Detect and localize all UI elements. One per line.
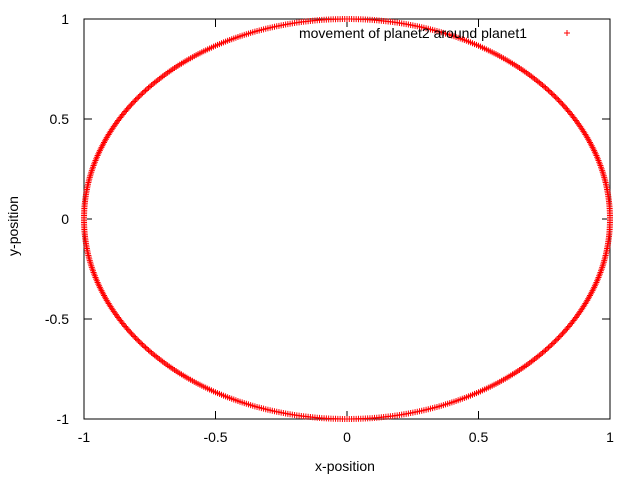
data-point	[133, 336, 140, 343]
data-point	[552, 337, 559, 344]
data-point	[562, 104, 569, 111]
x-tick-label: 0	[343, 429, 351, 445]
data-point	[555, 334, 562, 341]
data-point	[549, 340, 556, 347]
data-point	[555, 97, 562, 104]
data-point	[552, 94, 559, 101]
data-point	[128, 101, 135, 108]
series-points	[81, 16, 613, 422]
data-point	[559, 330, 566, 337]
data-point	[548, 341, 555, 348]
data-point	[122, 323, 129, 330]
data-point	[554, 336, 561, 343]
data-point	[139, 90, 146, 97]
data-point	[556, 98, 563, 105]
data-point	[132, 334, 139, 341]
data-point	[133, 95, 140, 102]
data-point	[560, 329, 567, 336]
data-point	[559, 101, 566, 108]
data-point	[558, 99, 565, 106]
data-point	[138, 91, 145, 98]
data-point	[562, 327, 569, 334]
data-point	[546, 343, 553, 350]
y-tick-label: -0.5	[45, 311, 69, 327]
legend-label: movement of planet2 around planet1	[299, 25, 527, 41]
data-point	[136, 92, 143, 99]
data-point	[142, 87, 149, 94]
y-tick-label: -1	[57, 411, 70, 427]
data-point	[136, 339, 143, 346]
data-point	[543, 86, 550, 93]
data-point	[546, 88, 553, 95]
data-point	[551, 92, 558, 99]
data-point	[128, 330, 135, 337]
y-axis-label: y-position	[5, 196, 21, 256]
data-point	[141, 88, 148, 95]
data-point	[129, 332, 136, 339]
data-point	[141, 343, 148, 350]
data-point	[144, 86, 151, 93]
data-point	[144, 345, 151, 352]
data-point	[564, 107, 571, 114]
data-point	[563, 105, 570, 112]
x-tick-label: -0.5	[203, 429, 227, 445]
data-point	[542, 347, 549, 354]
data-point	[145, 84, 152, 91]
data-point	[543, 345, 550, 352]
data-point	[138, 340, 145, 347]
data-point	[558, 332, 565, 339]
data-point	[606, 217, 613, 224]
y-axis-ticks: -1 -0.5 0 0.5 1	[45, 11, 610, 427]
data-point	[548, 90, 555, 97]
data-point	[123, 324, 130, 331]
data-point	[551, 339, 558, 346]
data-point	[565, 108, 572, 115]
data-point	[124, 326, 131, 333]
x-tick-label: -1	[78, 429, 91, 445]
data-point	[139, 341, 146, 348]
data-point	[129, 99, 136, 106]
y-tick-label: 1	[61, 11, 69, 27]
x-axis-ticks: -1 -0.5 0 0.5 1	[78, 19, 614, 445]
data-point	[560, 102, 567, 109]
data-point	[135, 337, 142, 344]
data-point	[125, 327, 132, 334]
data-point	[554, 95, 561, 102]
data-point	[142, 344, 149, 351]
data-point	[545, 344, 552, 351]
data-point	[545, 87, 552, 94]
data-point	[132, 97, 139, 104]
data-point	[127, 329, 134, 336]
legend-marker	[564, 30, 570, 36]
y-tick-label: 0	[61, 211, 69, 227]
data-point	[135, 94, 142, 101]
x-tick-label: 1	[606, 429, 614, 445]
data-point	[127, 102, 134, 109]
x-axis-label: x-position	[315, 458, 375, 474]
x-tick-label: 0.5	[469, 429, 489, 445]
legend-marker-symbol	[564, 30, 570, 36]
y-tick-label: 0.5	[50, 111, 70, 127]
legend: movement of planet2 around planet1	[299, 25, 570, 41]
data-point	[549, 91, 556, 98]
data-point	[131, 333, 138, 340]
data-point	[125, 104, 132, 111]
data-point	[556, 333, 563, 340]
data-point	[131, 98, 138, 105]
